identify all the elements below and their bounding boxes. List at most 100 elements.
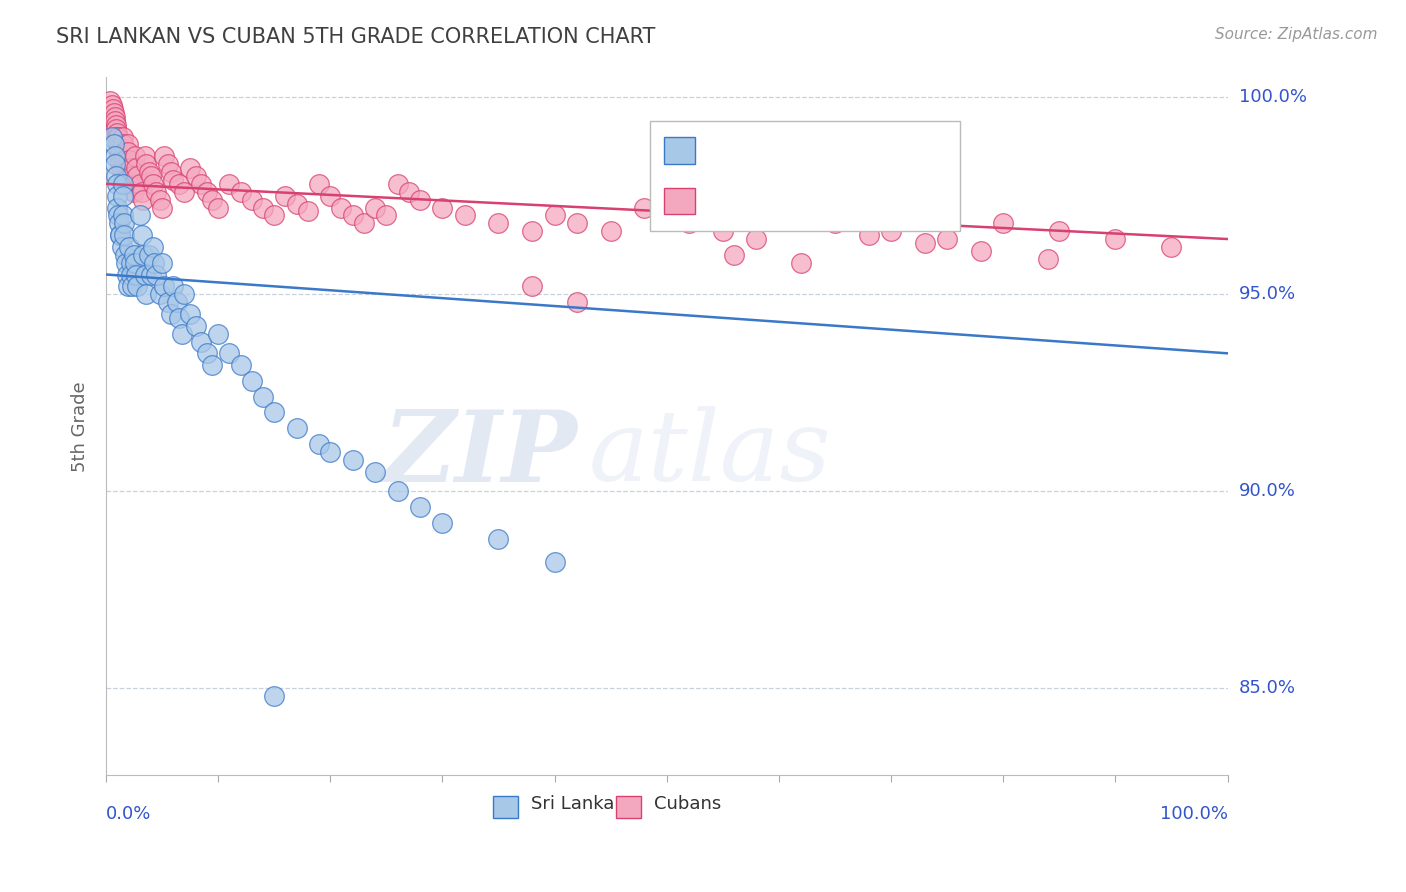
Point bbox=[160, 307, 183, 321]
Point bbox=[914, 235, 936, 250]
Point bbox=[125, 268, 148, 282]
Point bbox=[127, 279, 149, 293]
Point bbox=[173, 287, 195, 301]
Point bbox=[105, 177, 128, 191]
Point bbox=[297, 204, 319, 219]
Text: SRI LANKAN VS CUBAN 5TH GRADE CORRELATION CHART: SRI LANKAN VS CUBAN 5TH GRADE CORRELATIO… bbox=[56, 27, 655, 46]
Text: -0.058: -0.058 bbox=[745, 141, 814, 160]
Point bbox=[100, 94, 122, 108]
Point bbox=[153, 149, 176, 163]
Point bbox=[993, 216, 1015, 230]
Point bbox=[1036, 252, 1059, 266]
Point bbox=[678, 216, 700, 230]
Bar bbox=[494, 796, 517, 818]
Point bbox=[124, 255, 146, 269]
Point bbox=[145, 185, 167, 199]
Point bbox=[162, 173, 184, 187]
Point bbox=[179, 307, 201, 321]
Point bbox=[1160, 240, 1182, 254]
Point bbox=[117, 145, 139, 160]
Point bbox=[110, 157, 132, 171]
Point bbox=[207, 201, 229, 215]
Point bbox=[125, 161, 148, 175]
Point bbox=[173, 185, 195, 199]
Point bbox=[105, 188, 128, 202]
Point bbox=[319, 188, 342, 202]
Point bbox=[156, 295, 179, 310]
Point bbox=[138, 248, 160, 262]
Point bbox=[172, 326, 194, 341]
Point bbox=[145, 268, 167, 282]
Point bbox=[330, 201, 353, 215]
Point bbox=[101, 102, 124, 116]
Point bbox=[110, 153, 132, 168]
Point bbox=[107, 129, 129, 144]
Point bbox=[112, 216, 135, 230]
Point bbox=[111, 137, 134, 152]
Point bbox=[201, 193, 224, 207]
Point bbox=[131, 185, 153, 199]
Point bbox=[110, 165, 132, 179]
Point bbox=[308, 177, 330, 191]
Point bbox=[858, 228, 880, 243]
Point bbox=[105, 129, 128, 144]
Point bbox=[319, 445, 342, 459]
Point bbox=[240, 193, 263, 207]
Point bbox=[633, 201, 655, 215]
Point bbox=[103, 137, 125, 152]
Point bbox=[103, 106, 125, 120]
Point bbox=[880, 224, 903, 238]
Point bbox=[150, 201, 173, 215]
Point bbox=[104, 157, 127, 171]
Text: 85.0%: 85.0% bbox=[1239, 680, 1296, 698]
Point bbox=[190, 334, 212, 349]
Point bbox=[124, 149, 146, 163]
Point bbox=[565, 295, 588, 310]
Point bbox=[122, 185, 145, 199]
Point bbox=[488, 216, 510, 230]
Point bbox=[120, 161, 142, 175]
Point bbox=[768, 201, 790, 215]
Point bbox=[342, 208, 364, 222]
Point bbox=[723, 248, 745, 262]
Point bbox=[111, 188, 134, 202]
Point bbox=[142, 240, 165, 254]
Point bbox=[105, 118, 128, 132]
Text: atlas: atlas bbox=[588, 407, 831, 502]
Point bbox=[252, 390, 274, 404]
Point bbox=[134, 268, 156, 282]
Y-axis label: 5th Grade: 5th Grade bbox=[72, 381, 89, 472]
Text: R =: R = bbox=[706, 192, 748, 211]
Text: 0.0%: 0.0% bbox=[105, 805, 152, 823]
Bar bbox=[616, 796, 641, 818]
Point bbox=[565, 216, 588, 230]
Point bbox=[117, 137, 139, 152]
Point bbox=[121, 177, 143, 191]
Text: 100.0%: 100.0% bbox=[1239, 88, 1306, 106]
Point bbox=[184, 169, 207, 183]
Point bbox=[398, 185, 420, 199]
Point bbox=[167, 177, 190, 191]
Point bbox=[112, 145, 135, 160]
Point bbox=[127, 169, 149, 183]
Point bbox=[135, 287, 157, 301]
Point bbox=[105, 121, 128, 136]
Point bbox=[114, 248, 136, 262]
Point bbox=[110, 228, 132, 243]
Point bbox=[128, 177, 150, 191]
Point bbox=[364, 201, 387, 215]
Point bbox=[285, 421, 308, 435]
Point bbox=[115, 255, 138, 269]
Text: Sri Lankans: Sri Lankans bbox=[531, 796, 636, 814]
Point bbox=[100, 129, 122, 144]
Point bbox=[184, 318, 207, 333]
Point bbox=[104, 110, 127, 124]
Point bbox=[160, 165, 183, 179]
Text: Source: ZipAtlas.com: Source: ZipAtlas.com bbox=[1215, 27, 1378, 42]
Point bbox=[153, 279, 176, 293]
Point bbox=[118, 240, 141, 254]
Point bbox=[263, 690, 285, 704]
Point bbox=[195, 185, 218, 199]
Point bbox=[142, 177, 165, 191]
Point bbox=[432, 201, 454, 215]
